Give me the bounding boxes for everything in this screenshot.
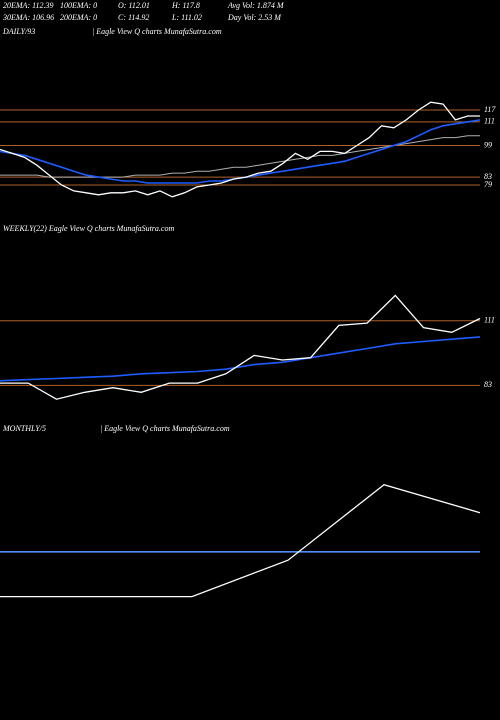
header-stat: 200EMA: 0 (60, 13, 97, 22)
y-tick-label: 83 (484, 380, 492, 389)
y-tick-label: 79 (484, 180, 492, 189)
y-tick-label: 111 (484, 316, 495, 325)
panel-subtitle: | Eagle View Q charts MunafaSutra.com (92, 27, 222, 36)
series-line (0, 135, 480, 178)
panel-title: MONTHLY/5 (2, 424, 46, 433)
series-line (0, 336, 481, 382)
y-tick-label: 99 (484, 140, 492, 149)
header-stat: Avg Vol: 1.874 M (227, 1, 285, 10)
series-line (0, 101, 480, 198)
y-tick-label: 83 (484, 172, 492, 181)
header-stat: C: 114.92 (118, 13, 149, 22)
panel-title: WEEKLY(22) Eagle View Q charts MunafaSut… (3, 224, 174, 233)
header-stat: 100EMA: 0 (60, 1, 97, 10)
series-line (0, 294, 481, 400)
panel-subtitle: | Eagle View Q charts MunafaSutra.com (100, 424, 230, 433)
y-tick-label: 111 (484, 117, 495, 126)
y-tick-label: 117 (484, 105, 496, 114)
header-stat: Day Vol: 2.53 M (227, 13, 282, 22)
header-stat: H: 117.8 (171, 1, 200, 10)
header-stat: L: 111.02 (171, 13, 202, 22)
series-line (0, 483, 481, 598)
panel-title: DAILY/93 (2, 27, 35, 36)
header-stat: 30EMA: 106.96 (2, 13, 54, 22)
header-stat: 20EMA: 112.39 (3, 1, 54, 10)
header-stat: O: 112.01 (118, 1, 150, 10)
